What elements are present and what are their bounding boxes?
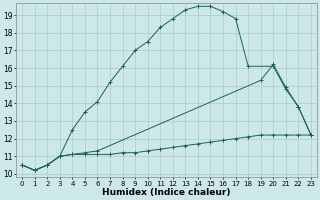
X-axis label: Humidex (Indice chaleur): Humidex (Indice chaleur) bbox=[102, 188, 231, 197]
